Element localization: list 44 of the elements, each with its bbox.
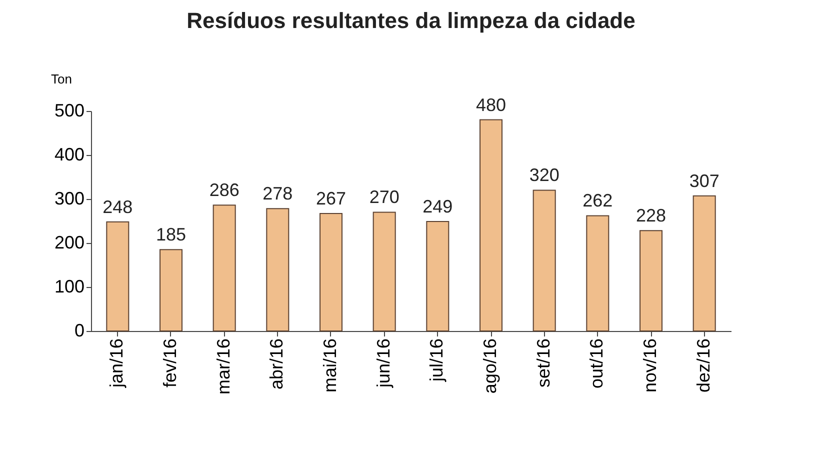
bar xyxy=(160,249,182,332)
x-tick-label: jan/16 xyxy=(106,338,127,389)
data-label: 270 xyxy=(369,187,400,208)
y-tick-label: 300 xyxy=(54,188,84,208)
bar xyxy=(106,221,130,332)
bar xyxy=(640,230,662,332)
x-tick-label: dez/16 xyxy=(693,338,714,393)
y-tick-label: 400 xyxy=(54,144,84,164)
x-tick-label: ago/16 xyxy=(480,338,500,394)
x-tick-label: abr/16 xyxy=(266,338,287,390)
x-tick-label: out/16 xyxy=(586,338,607,389)
bar xyxy=(426,220,450,332)
x-tick-label: nov/16 xyxy=(640,338,660,393)
x-tick-label: fev/16 xyxy=(160,338,180,388)
bar xyxy=(586,215,610,332)
data-label: 307 xyxy=(689,170,720,191)
x-tick-label: jun/16 xyxy=(373,338,394,389)
data-label: 278 xyxy=(262,184,293,204)
bar xyxy=(212,204,236,332)
y-tick-label: 0 xyxy=(74,320,84,340)
data-label: 249 xyxy=(422,196,453,216)
y-tick-label: 200 xyxy=(54,232,84,252)
y-tick-label: 500 xyxy=(54,100,84,120)
y-axis-title: Ton xyxy=(51,72,72,86)
x-tick-label: jul/16 xyxy=(426,338,447,383)
bar xyxy=(692,195,716,332)
bar xyxy=(266,208,290,332)
data-label: 248 xyxy=(102,196,133,217)
bar xyxy=(372,212,396,332)
bar xyxy=(480,119,502,332)
data-label: 320 xyxy=(529,165,560,186)
bar xyxy=(532,190,556,332)
x-tick-label: mai/16 xyxy=(320,338,340,393)
x-tick-label: set/16 xyxy=(533,338,554,388)
data-label: 480 xyxy=(476,94,506,115)
data-label: 262 xyxy=(582,190,613,211)
x-tick-label: mar/16 xyxy=(213,338,234,395)
data-label: 267 xyxy=(316,188,346,209)
y-tick-label: 100 xyxy=(54,276,84,296)
data-label: 185 xyxy=(156,224,186,245)
data-label: 228 xyxy=(636,206,666,226)
chart-title: Resíduos resultantes da limpeza da cidade xyxy=(186,8,636,33)
data-label: 286 xyxy=(209,180,240,200)
bar xyxy=(320,213,342,332)
